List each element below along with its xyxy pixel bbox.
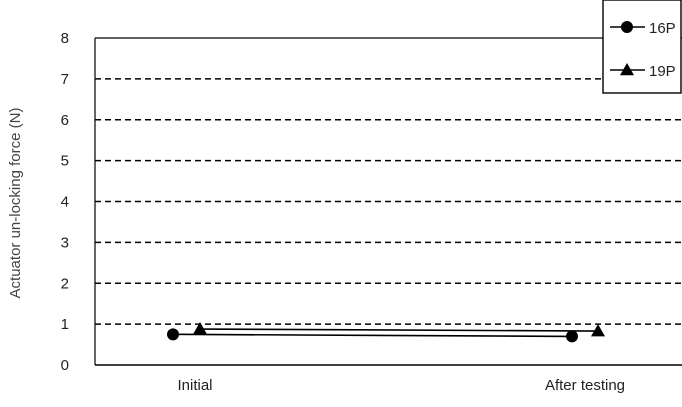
series-line-19P [199, 328, 599, 332]
legend-box [602, 0, 682, 94]
y-tick-label: 2 [61, 275, 69, 292]
data-point-19P [193, 322, 207, 335]
y-tick-label: 4 [61, 194, 69, 211]
x-tick-label: After testing [545, 377, 625, 394]
y-axis-title: Actuator un-locking force (N) [7, 108, 24, 299]
data-point-16P [566, 330, 578, 343]
y-tick-label: 5 [61, 153, 69, 170]
series-line-16P [172, 333, 573, 338]
legend-label: 19P [649, 63, 676, 80]
legend: 16P 19P [602, 0, 682, 94]
data-point-19P [591, 324, 605, 337]
legend-marker [620, 63, 634, 76]
legend-label: 16P [649, 20, 676, 37]
y-tick-label: 7 [61, 71, 69, 88]
legend-marker [621, 21, 633, 33]
data-point-16P [167, 328, 179, 341]
y-tick-label: 3 [61, 234, 69, 251]
y-tick-label: 1 [61, 316, 69, 333]
y-tick-label: 0 [61, 357, 69, 374]
plot-area: 0 1 2 3 4 5 6 7 8 Initial After testing [61, 30, 682, 394]
x-tick-label: Initial [177, 377, 212, 394]
y-tick-label: 6 [61, 112, 69, 129]
y-tick-label: 8 [61, 30, 69, 47]
